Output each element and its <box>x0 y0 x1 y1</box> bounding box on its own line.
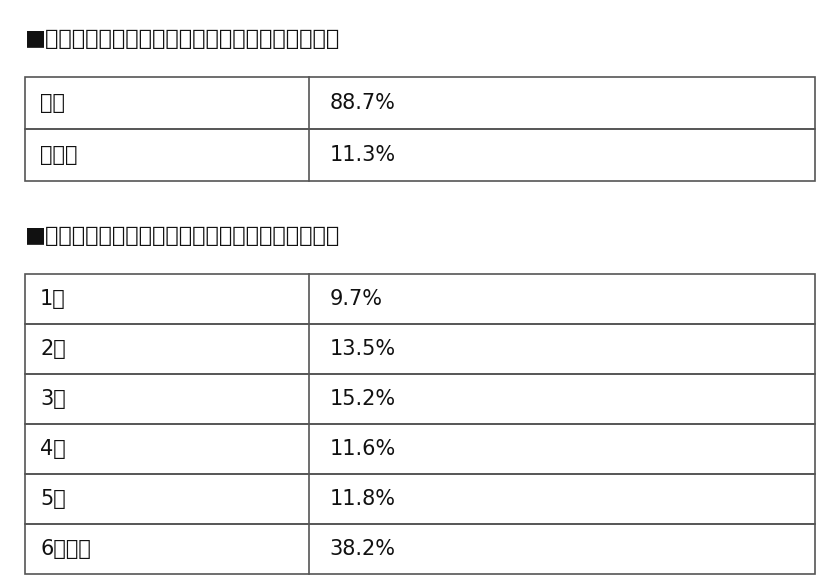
Text: 11.8%: 11.8% <box>329 489 396 509</box>
Text: いいえ: いいえ <box>40 145 77 165</box>
Text: 3社: 3社 <box>40 389 66 409</box>
Text: 88.7%: 88.7% <box>329 93 396 113</box>
Text: 11.3%: 11.3% <box>329 145 396 165</box>
Text: 38.2%: 38.2% <box>329 539 396 559</box>
Text: 13.5%: 13.5% <box>329 339 396 359</box>
Text: 15.2%: 15.2% <box>329 389 396 409</box>
Text: ■インターンシップに参加したことはありますか？: ■インターンシップに参加したことはありますか？ <box>25 29 340 49</box>
Text: 11.6%: 11.6% <box>329 439 396 459</box>
Text: 4社: 4社 <box>40 439 66 459</box>
Text: ■合計何社のインターンシップに参加しましたか？: ■合計何社のインターンシップに参加しましたか？ <box>25 226 340 246</box>
Text: 2社: 2社 <box>40 339 66 359</box>
Text: 9.7%: 9.7% <box>329 289 382 309</box>
Text: 6社以上: 6社以上 <box>40 539 91 559</box>
Text: はい: はい <box>40 93 65 113</box>
Text: 1社: 1社 <box>40 289 66 309</box>
Text: 5社: 5社 <box>40 489 66 509</box>
